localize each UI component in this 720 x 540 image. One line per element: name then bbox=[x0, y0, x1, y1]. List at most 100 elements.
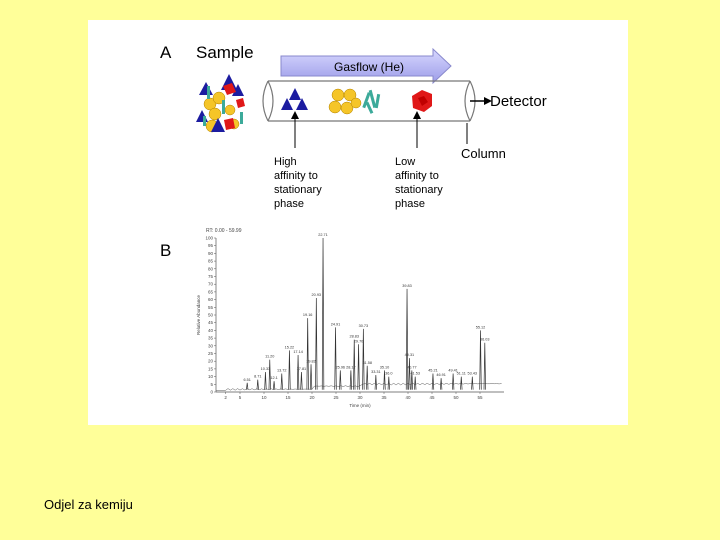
peak-label: 35.10 bbox=[380, 365, 390, 369]
x-tick-label: 30 bbox=[357, 395, 363, 400]
peak-line bbox=[280, 373, 283, 390]
y-tick-label: 85 bbox=[208, 259, 214, 264]
y-tick-label: 30 bbox=[208, 343, 214, 348]
low-affinity-line: Low bbox=[395, 156, 415, 168]
peak-line bbox=[357, 344, 360, 390]
low-affinity-molecules-icon bbox=[412, 90, 432, 112]
x-tick-label: 10 bbox=[261, 395, 267, 400]
peak-label: 20.93 bbox=[312, 293, 322, 297]
peak-line bbox=[272, 381, 276, 390]
footer-text: Odjel za kemiju bbox=[44, 497, 133, 512]
peak-line bbox=[256, 379, 259, 390]
high-affinity-label: High affinity to stationary phase bbox=[274, 156, 322, 210]
peak-line bbox=[374, 375, 377, 390]
peak-label: 53.43 bbox=[468, 372, 478, 376]
peak-label: 17.81 bbox=[297, 367, 307, 371]
x-tick-label: 50 bbox=[453, 395, 459, 400]
high-affinity-line: High bbox=[274, 156, 297, 168]
x-tick-label: 15 bbox=[285, 395, 291, 400]
y-tick-label: 75 bbox=[208, 274, 214, 279]
peak-label: 51.11 bbox=[457, 372, 466, 376]
y-tick-label: 65 bbox=[208, 289, 214, 294]
peak-label: 29.70 bbox=[354, 339, 364, 343]
high-affinity-line: affinity to bbox=[274, 170, 318, 182]
x-tick-label: 45 bbox=[429, 395, 435, 400]
peak-label: 33.31 bbox=[371, 370, 381, 374]
panel-b: B RT: 0.00 - 59.990510152025303540455055… bbox=[160, 228, 504, 408]
peak-line bbox=[296, 355, 300, 390]
peak-label: 19.16 bbox=[303, 313, 313, 317]
peak-label: 31.58 bbox=[362, 361, 372, 365]
y-tick-label: 25 bbox=[208, 351, 214, 356]
peak-label: 17.14 bbox=[293, 350, 303, 354]
peak-line bbox=[414, 376, 417, 390]
panel-a-letter: A bbox=[160, 43, 172, 62]
x-tick-label: 20 bbox=[309, 395, 315, 400]
peak-line bbox=[334, 327, 337, 390]
peak-label: 46.91 bbox=[436, 373, 446, 377]
peak-line bbox=[349, 370, 353, 390]
y-tick-label: 45 bbox=[208, 320, 214, 325]
peak-label: 49.41 bbox=[448, 369, 458, 373]
peak-line bbox=[451, 373, 455, 390]
x-tick-label: 2 bbox=[224, 395, 227, 400]
y-tick-label: 35 bbox=[208, 336, 214, 341]
peak-line bbox=[408, 358, 411, 390]
peak-label: 28.83 bbox=[349, 335, 359, 339]
peak-line bbox=[339, 370, 342, 390]
peak-label: 15.22 bbox=[285, 345, 295, 349]
peak-line bbox=[264, 371, 267, 390]
y-tick-label: 90 bbox=[208, 251, 214, 256]
peak-line bbox=[460, 376, 463, 390]
peak-label: 45.21 bbox=[428, 369, 438, 373]
figure-panel: A Sample Gasflow (He) Detector bbox=[88, 20, 628, 425]
yellow-molecules-icon bbox=[328, 88, 362, 115]
low-affinity-line: stationary bbox=[395, 184, 443, 196]
y-tick-label: 60 bbox=[208, 297, 214, 302]
low-affinity-label: Low affinity to stationary phase bbox=[395, 156, 443, 210]
y-tick-label: 40 bbox=[208, 328, 214, 333]
peak-label: 10.33 bbox=[261, 367, 271, 371]
x-tick-label: 5 bbox=[239, 395, 242, 400]
peak-label: 19.82 bbox=[306, 359, 316, 363]
peak-line bbox=[471, 376, 474, 390]
peak-label: 36.0 bbox=[385, 372, 392, 376]
column-label: Column bbox=[461, 146, 506, 161]
peak-line bbox=[410, 370, 413, 390]
high-affinity-molecules-icon bbox=[281, 88, 308, 110]
peak-line bbox=[268, 359, 271, 390]
y-tick-label: 5 bbox=[210, 382, 213, 387]
peak-line bbox=[483, 342, 486, 390]
peak-label: 39.83 bbox=[402, 284, 412, 288]
high-affinity-pointer bbox=[291, 111, 299, 148]
x-tick-label: 35 bbox=[381, 395, 387, 400]
figure-svg: A Sample Gasflow (He) Detector bbox=[160, 43, 547, 408]
peak-line bbox=[246, 382, 249, 390]
peak-label: 6.51 bbox=[244, 378, 251, 382]
green-molecules-icon bbox=[362, 89, 381, 114]
peak-line bbox=[387, 376, 390, 390]
y-tick-label: 10 bbox=[208, 374, 214, 379]
sample-label: Sample bbox=[196, 43, 254, 62]
peak-line bbox=[405, 288, 409, 390]
low-affinity-line: affinity to bbox=[395, 170, 439, 182]
y-tick-label: 0 bbox=[210, 390, 213, 395]
low-affinity-pointer bbox=[413, 111, 421, 148]
peak-line bbox=[321, 237, 325, 390]
peak-line bbox=[309, 364, 313, 390]
x-tick-label: 25 bbox=[333, 395, 339, 400]
gasflow-arrow: Gasflow (He) bbox=[280, 47, 452, 85]
y-tick-label: 50 bbox=[208, 313, 214, 318]
y-tick-label: 70 bbox=[208, 282, 214, 287]
peak-line bbox=[366, 365, 369, 390]
chromatogram-chart: RT: 0.00 - 59.99051015202530354045505560… bbox=[196, 228, 504, 408]
y-tick-label: 20 bbox=[208, 359, 214, 364]
peak-line bbox=[479, 330, 482, 390]
x-tick-label: 55 bbox=[477, 395, 483, 400]
peak-label: 28.17 bbox=[346, 365, 356, 369]
peak-label: 41.53 bbox=[410, 372, 420, 376]
peak-label: 25.96 bbox=[336, 365, 346, 369]
detector-arrow bbox=[470, 97, 492, 105]
y-tick-label: 55 bbox=[208, 305, 214, 310]
y-tick-label: 100 bbox=[205, 236, 213, 241]
